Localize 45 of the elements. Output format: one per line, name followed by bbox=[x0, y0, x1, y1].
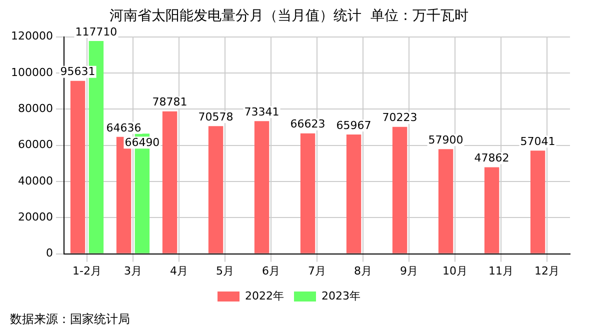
data-label: 117710 bbox=[75, 25, 118, 38]
bar bbox=[530, 150, 546, 254]
y-tick-label: 0 bbox=[46, 246, 53, 260]
y-tick-label: 80000 bbox=[18, 102, 53, 115]
bar bbox=[346, 134, 362, 254]
x-tick-label: 5月 bbox=[216, 264, 234, 278]
data-label: 57900 bbox=[428, 133, 464, 146]
x-tick-label: 9月 bbox=[400, 264, 418, 278]
bar bbox=[70, 80, 86, 254]
chart-title: 河南省太阳能发电量分月（当月值）统计 单位：万千瓦时 bbox=[110, 8, 468, 24]
source-note: 数据来源：国家统计局 bbox=[10, 312, 130, 326]
bar bbox=[392, 126, 408, 254]
legend-label: 2022年 bbox=[245, 289, 284, 302]
x-tick-label: 11月 bbox=[488, 264, 514, 278]
x-tick-label: 4月 bbox=[170, 264, 188, 278]
data-label: 57041 bbox=[520, 135, 556, 148]
data-label: 65967 bbox=[336, 118, 372, 132]
bar bbox=[254, 121, 270, 254]
bar bbox=[162, 111, 178, 254]
y-tick-label: 40000 bbox=[18, 174, 53, 188]
data-label: 66490 bbox=[124, 136, 160, 149]
bar bbox=[438, 149, 454, 254]
data-label: 47862 bbox=[474, 152, 510, 165]
x-tick-label: 7月 bbox=[308, 264, 326, 278]
x-tick-label: 12月 bbox=[534, 264, 560, 278]
bar bbox=[208, 126, 224, 254]
x-tick-label: 10月 bbox=[442, 264, 468, 278]
x-tick-label: 8月 bbox=[354, 264, 372, 278]
bar bbox=[484, 167, 500, 254]
data-label: 70578 bbox=[198, 110, 234, 124]
y-tick-label: 20000 bbox=[18, 210, 53, 224]
legend-label: 2023年 bbox=[322, 289, 360, 302]
data-label: 73341 bbox=[244, 106, 280, 119]
y-tick-label: 120000 bbox=[10, 30, 53, 43]
data-label: 78781 bbox=[152, 96, 188, 109]
x-tick-label: 3月 bbox=[124, 264, 142, 278]
data-label: 95631 bbox=[60, 65, 96, 78]
y-tick-label: 60000 bbox=[18, 138, 53, 152]
bar bbox=[300, 133, 316, 254]
y-tick-label: 100000 bbox=[10, 66, 53, 79]
data-label: 70223 bbox=[382, 111, 418, 124]
data-label: 64636 bbox=[106, 121, 142, 134]
x-tick-label: 1-2月 bbox=[72, 264, 102, 278]
x-tick-label: 6月 bbox=[262, 264, 280, 278]
data-label: 66623 bbox=[290, 118, 326, 131]
